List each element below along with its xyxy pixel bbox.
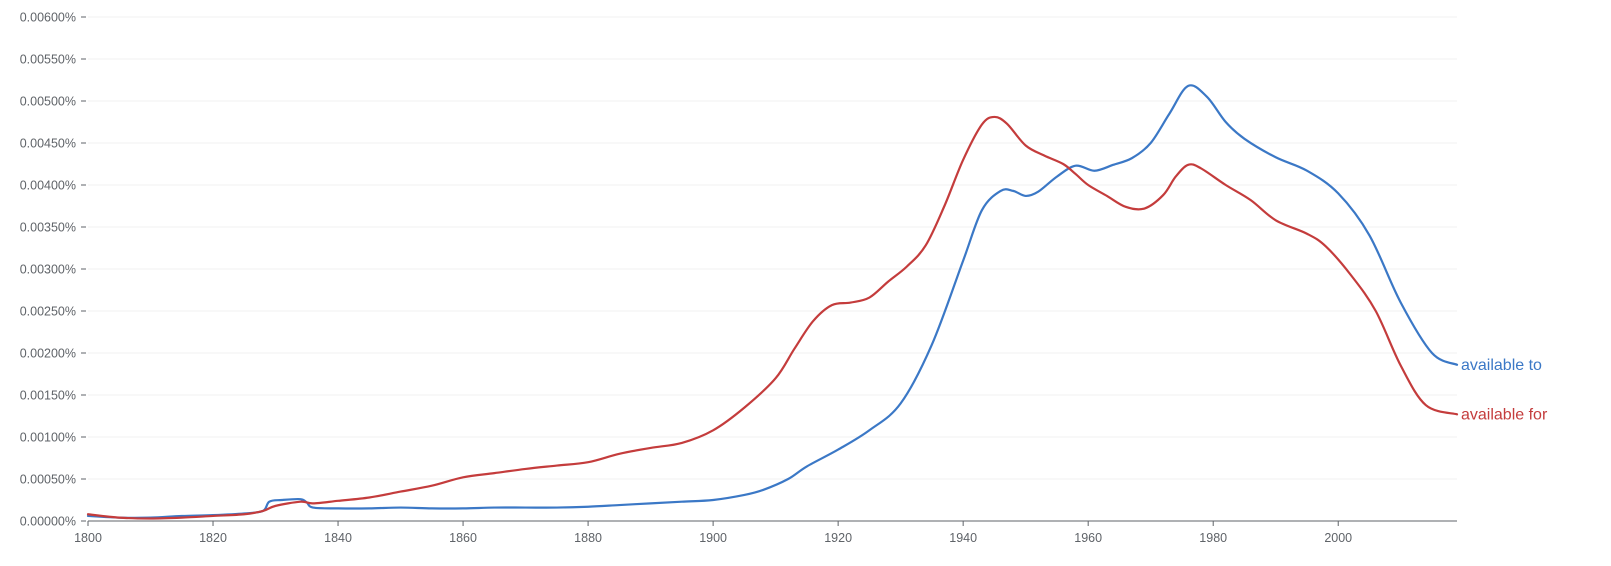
y-tick-label: 0.00450% [20, 137, 76, 151]
y-tick-label: 0.00100% [20, 431, 76, 445]
series-label[interactable]: available to [1461, 357, 1542, 374]
y-tick-label: 0.00250% [20, 305, 76, 319]
x-tick-label: 1800 [74, 531, 102, 545]
y-tick-label: 0.00300% [20, 263, 76, 277]
y-tick-label: 0.00550% [20, 53, 76, 67]
axes: 0.00000% 0.00050% 0.00100% 0.00150% 0.00200%… [20, 11, 1457, 545]
x-tick-label: 1900 [699, 531, 727, 545]
y-tick-label: 0.00600% [20, 11, 76, 25]
series-lines [86, 84, 1459, 520]
x-tick-label: 1940 [949, 531, 977, 545]
x-tick-label: 1820 [199, 531, 227, 545]
x-tick-label: 1960 [1074, 531, 1102, 545]
y-tick-label: 0.00050% [20, 473, 76, 487]
gridlines [88, 16, 1457, 480]
x-tick-label: 1880 [574, 531, 602, 545]
x-tick-label: 1840 [324, 531, 352, 545]
series-line-available-for[interactable] [86, 115, 1459, 520]
x-tick-label: 1980 [1199, 531, 1227, 545]
x-tick-label: 1860 [449, 531, 477, 545]
series-line-available-to[interactable] [86, 84, 1459, 519]
y-tick-label: 0.00000% [20, 515, 76, 529]
y-tick-label: 0.00200% [20, 347, 76, 361]
y-tick-label: 0.00500% [20, 95, 76, 109]
y-tick-label: 0.00400% [20, 179, 76, 193]
y-tick-label: 0.00150% [20, 389, 76, 403]
y-tick-label: 0.00350% [20, 221, 76, 235]
x-tick-label: 2000 [1324, 531, 1352, 545]
series-labels: available to available for [1461, 357, 1548, 424]
x-tick-label: 1920 [824, 531, 852, 545]
series-label[interactable]: available for [1461, 406, 1548, 423]
